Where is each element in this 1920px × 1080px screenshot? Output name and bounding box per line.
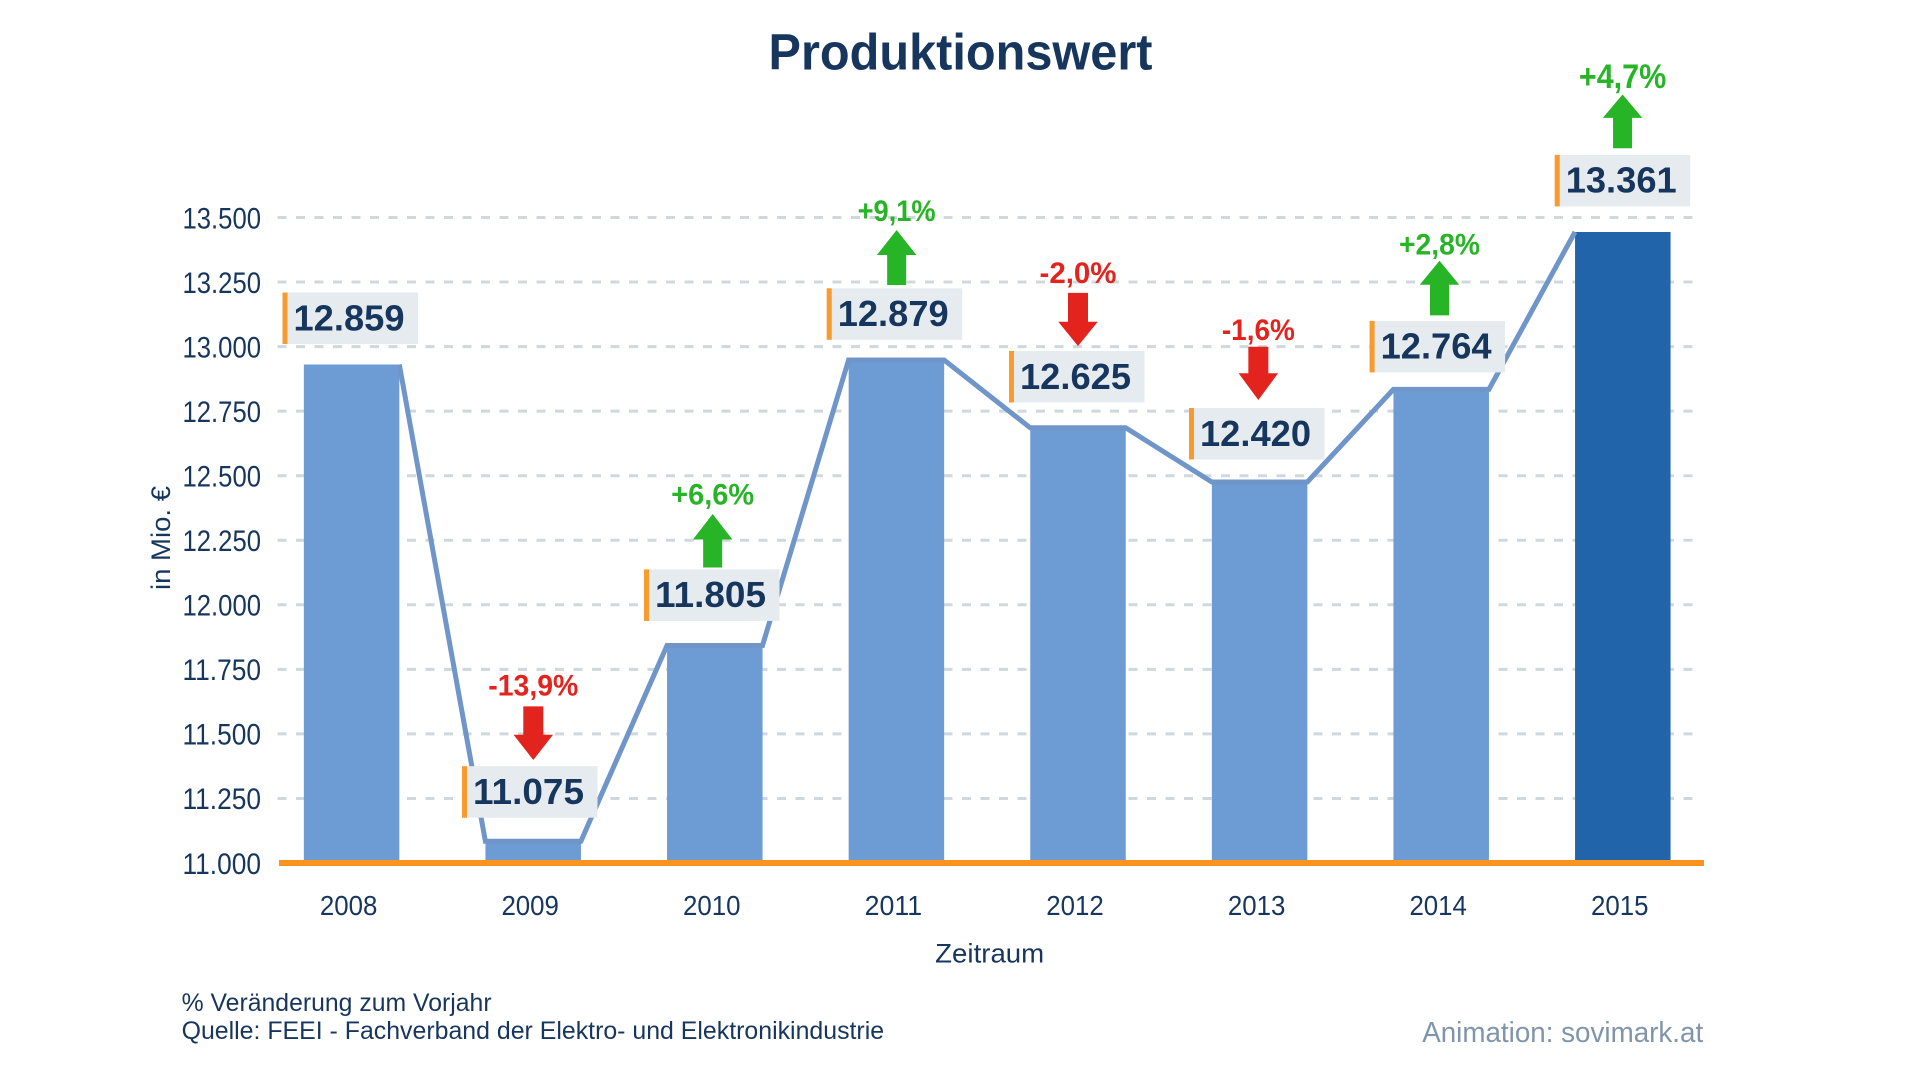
svg-text:12.500: 12.500	[183, 460, 262, 493]
svg-text:2013: 2013	[1228, 890, 1286, 921]
svg-text:11.805: 11.805	[655, 574, 766, 615]
svg-text:Animation: sovimark.at: Animation: sovimark.at	[1422, 1017, 1703, 1049]
svg-text:-13,9%: -13,9%	[488, 669, 578, 702]
svg-text:% Veränderung zum Vorjahr: % Veränderung zum Vorjahr	[182, 989, 492, 1017]
svg-text:13.250: 13.250	[183, 267, 262, 300]
svg-text:12.250: 12.250	[183, 525, 262, 558]
svg-text:13.361: 13.361	[1566, 160, 1677, 201]
svg-text:2015: 2015	[1591, 890, 1649, 921]
svg-text:+6,6%: +6,6%	[671, 478, 754, 511]
svg-text:2008: 2008	[320, 890, 378, 921]
svg-text:11.075: 11.075	[473, 771, 584, 812]
svg-text:12.420: 12.420	[1200, 413, 1311, 454]
svg-text:+2,8%: +2,8%	[1399, 228, 1480, 261]
svg-text:Zeitraum: Zeitraum	[935, 938, 1044, 968]
svg-text:2014: 2014	[1409, 890, 1467, 921]
svg-text:in Mio. €: in Mio. €	[146, 486, 176, 590]
svg-text:12.879: 12.879	[838, 293, 949, 334]
svg-text:2011: 2011	[865, 890, 923, 921]
svg-text:12.625: 12.625	[1020, 356, 1131, 397]
svg-text:11.000: 11.000	[183, 848, 262, 881]
svg-text:Produktionswert: Produktionswert	[769, 23, 1153, 80]
svg-text:-2,0%: -2,0%	[1040, 257, 1117, 290]
svg-text:11.500: 11.500	[183, 719, 262, 752]
svg-text:2010: 2010	[683, 890, 741, 921]
svg-text:13.000: 13.000	[183, 331, 262, 364]
svg-text:11.750: 11.750	[183, 654, 262, 687]
svg-text:12.764: 12.764	[1381, 326, 1493, 367]
svg-text:13.500: 13.500	[183, 202, 262, 235]
svg-text:12.000: 12.000	[183, 590, 262, 623]
svg-text:12.859: 12.859	[294, 297, 405, 338]
svg-text:2012: 2012	[1046, 890, 1104, 921]
svg-text:11.250: 11.250	[183, 783, 262, 816]
svg-text:Quelle: FEEI - Fachverband der: Quelle: FEEI - Fachverband der Elektro- …	[182, 1017, 885, 1045]
svg-text:+4,7%: +4,7%	[1579, 58, 1666, 96]
svg-text:12.750: 12.750	[183, 396, 262, 429]
svg-text:-1,6%: -1,6%	[1222, 314, 1295, 347]
svg-text:2009: 2009	[501, 890, 559, 921]
svg-text:+9,1%: +9,1%	[858, 195, 936, 228]
